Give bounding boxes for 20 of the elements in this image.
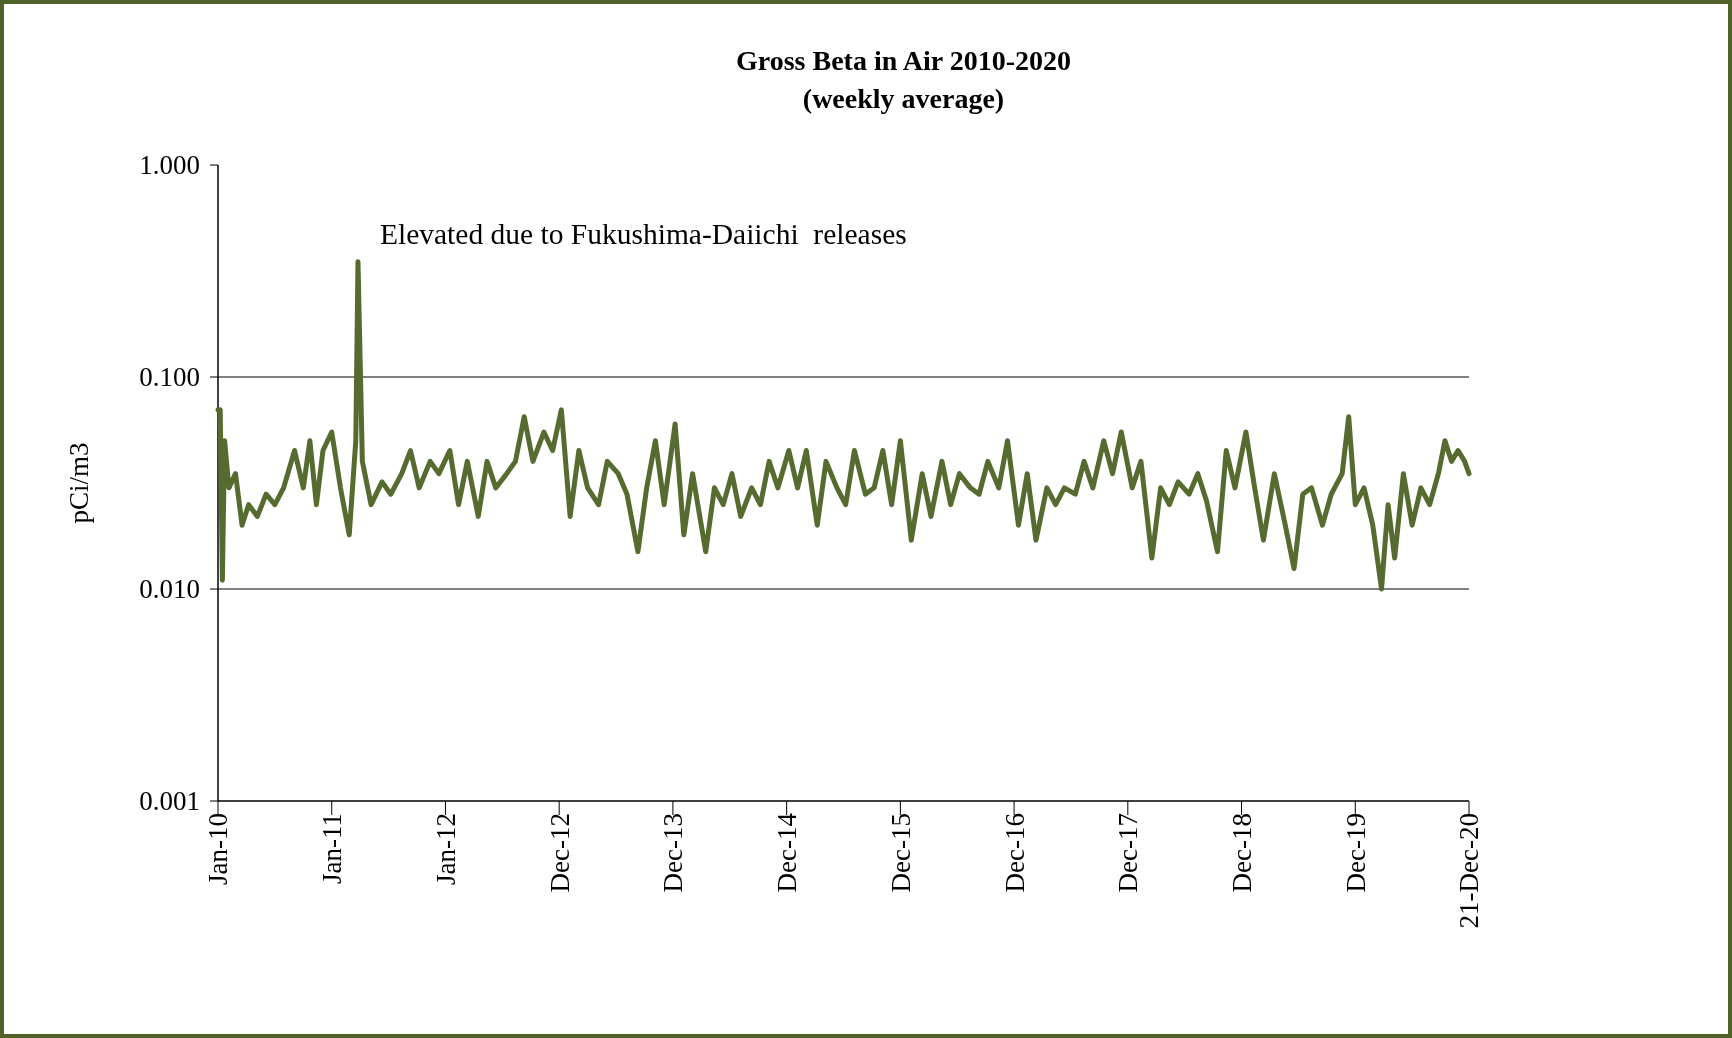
- chart-title: Gross Beta in Air 2010-2020: [736, 45, 1071, 76]
- x-tick-label: Jan-11: [317, 813, 348, 884]
- y-tick-label: 0.001: [139, 786, 200, 817]
- x-tick-label: Dec-19: [1340, 813, 1371, 893]
- x-tick-label: Jan-12: [430, 813, 461, 885]
- x-tick-label: Dec-18: [1227, 813, 1257, 893]
- x-tick-label: 21-Dec-20: [1454, 813, 1485, 929]
- x-tick-label: Dec-15: [885, 813, 916, 893]
- y-tick-label: 0.010: [139, 574, 200, 605]
- x-tick-label: Dec-14: [772, 812, 803, 893]
- y-tick-label: 1.000: [139, 150, 200, 181]
- x-tick-label: Dec-17: [1113, 813, 1144, 893]
- chart-subtitle: (weekly average): [802, 83, 1005, 114]
- x-tick-label: Dec-13: [658, 813, 689, 893]
- x-tick-label: Jan-10: [203, 813, 234, 885]
- y-axis-title: pCi/m3: [64, 442, 94, 524]
- y-tick-label: 0.100: [139, 362, 200, 393]
- annotation: Elevated due to Fukushima-Daiichi releases: [379, 217, 907, 250]
- x-tick-label: Dec-16: [999, 813, 1030, 893]
- x-tick-label: Dec-12: [544, 813, 575, 893]
